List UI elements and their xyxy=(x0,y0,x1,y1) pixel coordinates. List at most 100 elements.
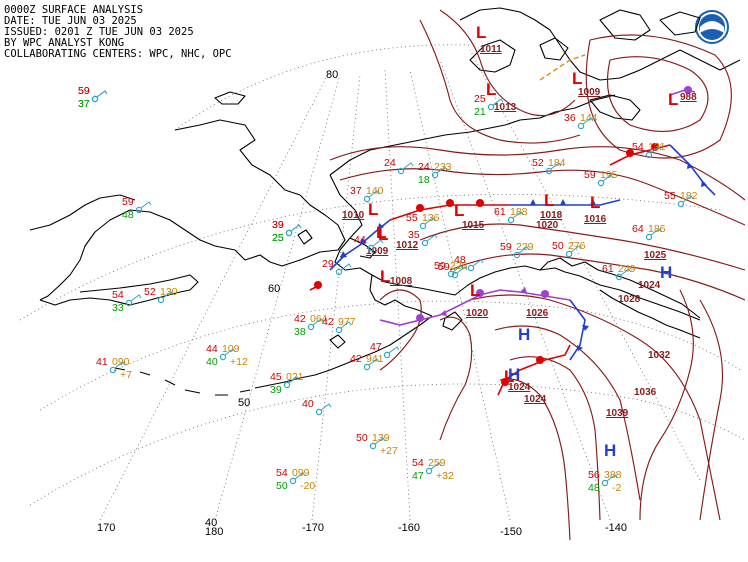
center-pressure-value: 1016 xyxy=(584,214,607,225)
station-tendency: -2 xyxy=(612,482,621,494)
graticule xyxy=(19,44,746,521)
station-circle xyxy=(135,206,143,214)
station-dewpoint: 48 xyxy=(588,482,600,494)
station-temperature: 59 xyxy=(500,241,512,253)
station-temperature: 55 xyxy=(664,190,676,202)
station-pressure: 977 xyxy=(338,316,356,328)
station-plot: 56 388 48 -2 xyxy=(588,469,622,494)
warm-front-north xyxy=(609,144,671,166)
station-circle xyxy=(447,270,455,278)
station-temperature: 54 xyxy=(276,467,288,479)
station-circle xyxy=(363,195,371,203)
center-letter: L xyxy=(454,201,464,220)
isobar-label: 1028 xyxy=(618,294,641,305)
station-pressure: 259 xyxy=(428,457,446,469)
station-circle xyxy=(367,244,375,252)
occluded-front-gulf xyxy=(379,289,571,326)
lon-170-line xyxy=(99,69,331,521)
header-line-5: COLLABORATING CENTERS: WPC, NHC, OPC xyxy=(4,48,232,60)
center-letter: L xyxy=(376,223,386,242)
station-pressure: 184 xyxy=(548,157,566,169)
lon-label-neg140: -140 xyxy=(605,522,627,534)
station-circle xyxy=(91,95,99,103)
wind-barb xyxy=(430,462,442,470)
center-letter: H xyxy=(660,263,672,282)
center-letter: H xyxy=(518,325,530,344)
isobar-labels: 1032 1036 1024 1028 1020 xyxy=(536,220,671,398)
low-pressure-center: L 1020 xyxy=(466,281,489,319)
low-pressure-center: L 1016 xyxy=(584,193,607,225)
station-temperature: 44 xyxy=(354,234,366,246)
center-letter: L xyxy=(470,281,480,300)
center-letter: H xyxy=(604,441,616,460)
wind-barb xyxy=(550,162,562,170)
low-pressure-center: L 1012 xyxy=(376,223,419,251)
center-pressure-value: 1024 xyxy=(524,394,547,405)
lat-60-line xyxy=(39,300,741,411)
station-pressure: 233 xyxy=(434,161,452,173)
station-circle xyxy=(615,273,623,281)
center-pressure-value: 1009 xyxy=(578,87,601,98)
station-pressure: 130 xyxy=(160,286,178,298)
station-temperature: 37 xyxy=(350,185,362,197)
center-pressure-value: 1039 xyxy=(606,408,629,419)
station-dewpoint: 33 xyxy=(112,302,124,314)
center-letter: L xyxy=(486,80,496,99)
wind-barb xyxy=(388,346,400,354)
station-pressure: 188 xyxy=(510,206,528,218)
low-pressure-center: L 1011 xyxy=(476,23,502,55)
center-pressure-value: 1010 xyxy=(342,210,365,221)
station-tendency: +7 xyxy=(120,369,132,381)
station-circle xyxy=(125,299,133,307)
wind-barb xyxy=(402,162,414,170)
center-pressure-value: 1026 xyxy=(526,308,549,319)
wind-barb xyxy=(114,361,126,369)
station-plot: 40 xyxy=(302,398,332,416)
coastlines xyxy=(29,7,741,396)
wind-barb xyxy=(682,195,694,203)
wind-barb xyxy=(512,211,524,219)
station-pressure: 090 xyxy=(112,356,130,368)
wind-barb xyxy=(606,474,618,482)
station-pressure: 099 xyxy=(292,467,310,479)
wind-barb xyxy=(372,239,384,247)
lat-label-40: 40 xyxy=(205,517,217,529)
wind-barb xyxy=(456,266,468,274)
center-letter: L xyxy=(476,23,486,42)
station-pressure: 144 xyxy=(580,112,598,124)
station-dewpoint: 18 xyxy=(418,174,430,186)
station-temperature: 52 xyxy=(532,157,544,169)
station-dewpoint: 25 xyxy=(272,232,284,244)
wind-barb xyxy=(436,166,448,174)
station-temperature: 29 xyxy=(322,258,334,270)
center-letter: L xyxy=(544,191,554,210)
center-letter: L xyxy=(378,225,388,244)
station-temperature: 47 xyxy=(370,341,382,353)
station-circle xyxy=(451,271,459,279)
station-circle xyxy=(507,216,515,224)
station-circle xyxy=(545,167,553,175)
station-dewpoint: 37 xyxy=(78,98,90,110)
lat-50-line xyxy=(29,383,746,506)
station-circle xyxy=(677,200,685,208)
station-plot: 54 131 xyxy=(632,141,666,159)
lon-label-180: 180 xyxy=(205,526,223,538)
fronts xyxy=(309,54,716,396)
wind-barb xyxy=(290,224,302,232)
station-temperature: 59 xyxy=(434,260,446,272)
station-temperature: 39 xyxy=(272,219,284,231)
station-temperature: 59 xyxy=(122,196,134,208)
station-temperature: 44 xyxy=(206,343,218,355)
wind-barb xyxy=(650,146,662,154)
wind-barb xyxy=(650,228,662,236)
center-pressure-value: 988 xyxy=(680,92,697,103)
isobar-label: 1024 xyxy=(638,280,661,291)
